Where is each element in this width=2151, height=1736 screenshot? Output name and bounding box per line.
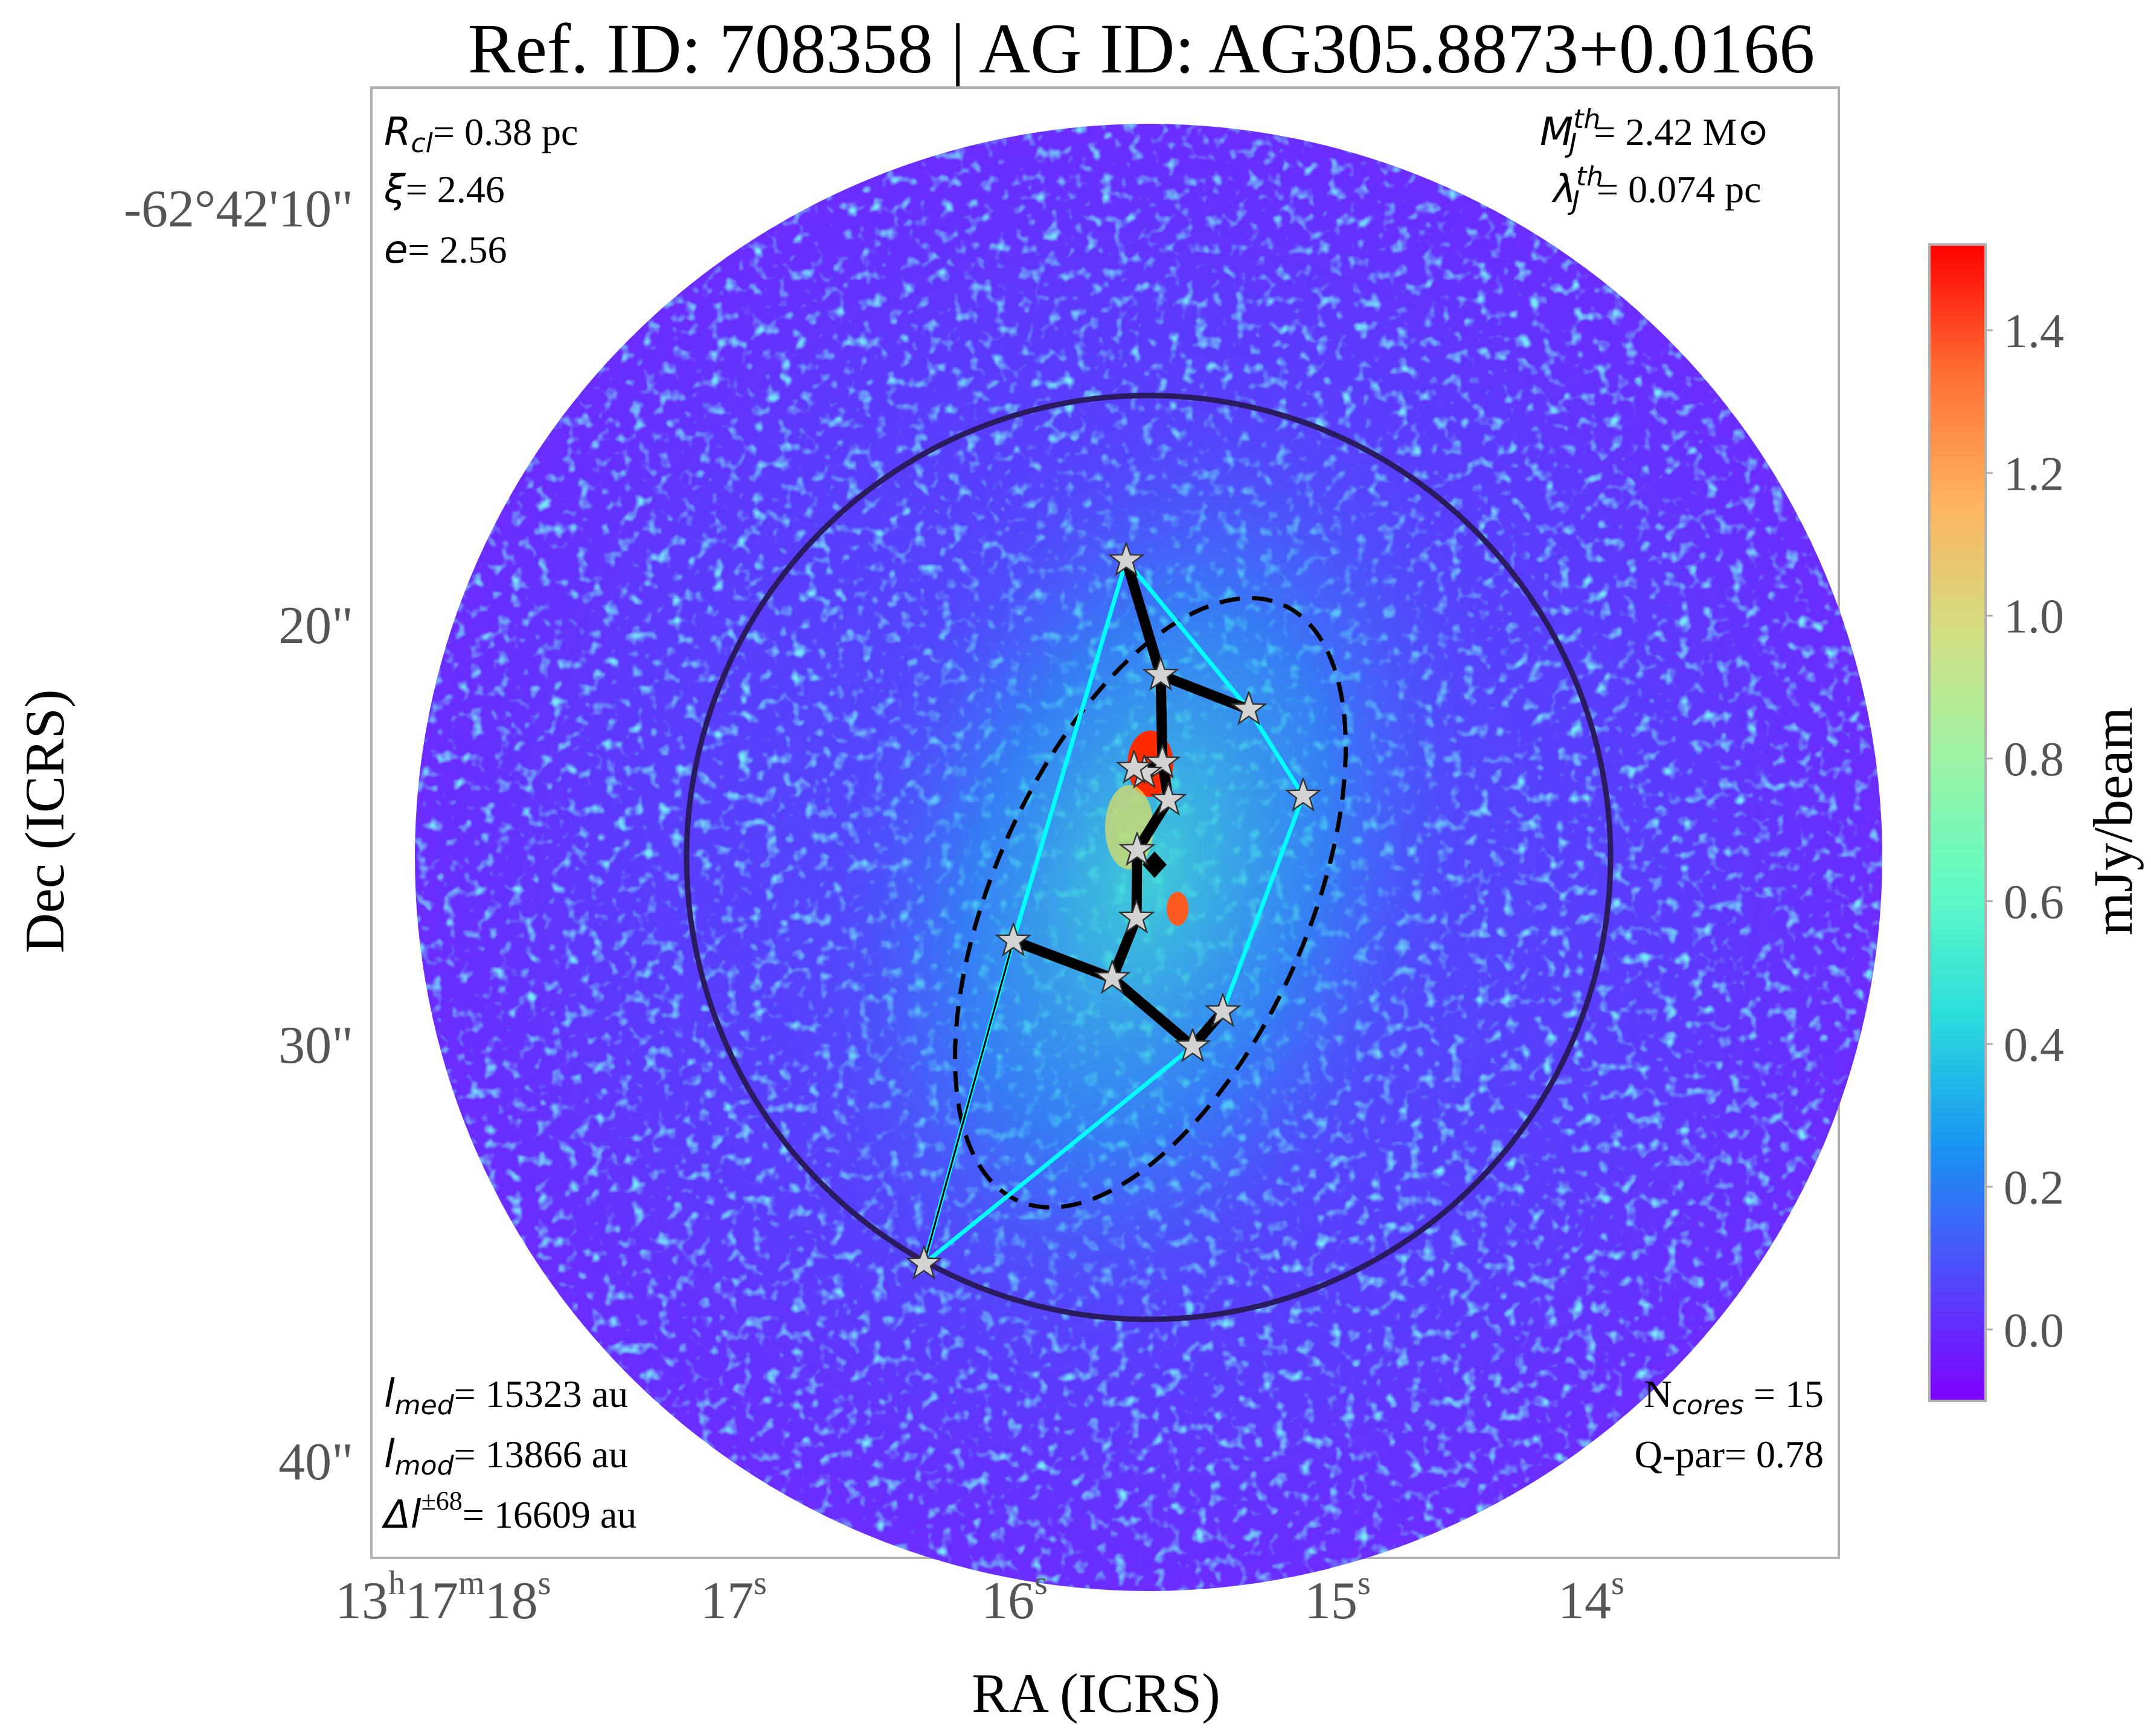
y-axis-label: Dec (ICRS) [14,690,75,953]
colorbar: 1.4 1.2 1.0 0.8 0.6 0.4 0.2 0.0 mJy/beam [1928,243,2144,1402]
colorbar-tick-label: 0.0 [2004,1304,2064,1357]
mst-edge [1008,935,1118,984]
x-axis-label: RA (ICRS) [972,1662,1220,1724]
svg-text:Rcl= 0.38 pc: Rcl= 0.38 pc [384,110,578,159]
svg-text:Q-par= 0.78: Q-par= 0.78 [1635,1433,1824,1476]
x-tick-label: 14s [1558,1565,1624,1630]
colorbar-tick-label: 0.2 [2004,1161,2064,1214]
annotation-e: e= 2.56 [384,228,507,272]
annotation-rcl: Rcl= 0.38 pc [384,110,578,159]
annotation-jeans-mass: Mth J = 2.42 M⊙ [1540,104,1769,159]
svg-text:lmed= 15323 au: lmed= 15323 au [384,1372,628,1421]
colorbar-tick-label: 0.6 [2004,876,2064,929]
svg-text:Ncores = 15: Ncores = 15 [1644,1372,1824,1421]
colorbar-gradient [1928,243,1987,1402]
chart-title: Ref. ID: 708358 | AG ID: AG305.8873+0.01… [468,9,1815,88]
cluster-centroid [1143,851,1167,878]
y-tick-label: 40" [278,1433,353,1491]
colorbar-tick-label: 1.2 [2004,447,2064,501]
mst-edge [1121,555,1166,681]
annotation-lmod: lmod= 13866 au [384,1432,628,1481]
y-tick-label: -62°42'10" [124,180,353,239]
colorbar-tick-label: 1.4 [2004,305,2064,358]
y-tick-label: 20" [278,597,353,655]
secondary-peak [1167,892,1188,926]
y-tick-label: 30" [278,1016,353,1075]
svg-text:e= 2.56: e= 2.56 [384,228,507,272]
colorbar-tick-label: 1.0 [2004,591,2064,644]
annotation-qpar: Q-par= 0.78 [1635,1433,1824,1476]
colorbar-tick-label: 0.4 [2004,1019,2064,1072]
cluster-ellipse [952,595,1348,1210]
svg-text:ξ= 2.46: ξ= 2.46 [383,167,505,212]
x-tick-label: 16s [981,1565,1048,1630]
x-tick-label: 17s [700,1565,767,1630]
hull-edge [923,940,1015,1264]
colorbar-ticks: 1.4 1.2 1.0 0.8 0.6 0.4 0.2 0.0 [1986,305,2064,1357]
annotation-delta-l: Δl±68= 16609 au [381,1486,636,1537]
colorbar-label: mJy/beam [2082,707,2144,935]
svg-text:lmod= 13866 au: lmod= 13866 au [384,1432,628,1481]
beam-circle [684,392,1614,1322]
annotation-lmed: lmed= 15323 au [384,1372,628,1421]
mst-edge [1107,973,1198,1052]
annotation-xi: ξ= 2.46 [383,167,505,212]
annotation-jeans-length: λth J = 0.074 pc [1551,161,1762,216]
annotation-ncores: Ncores = 15 [1644,1372,1824,1421]
emission-map [415,124,1882,1591]
x-tick-label: 15s [1304,1565,1371,1630]
svg-text:Δl±68= 16609 au: Δl±68= 16609 au [381,1486,636,1537]
y-tick-labels: -62°42'10" 20" 30" 40" [124,180,353,1491]
colorbar-tick-label: 0.8 [2004,733,2064,786]
x-tick-labels: 13h17m18s 17s 16s 15s 14s [335,1565,1624,1630]
x-tick-label: 13h17m18s [335,1565,551,1630]
